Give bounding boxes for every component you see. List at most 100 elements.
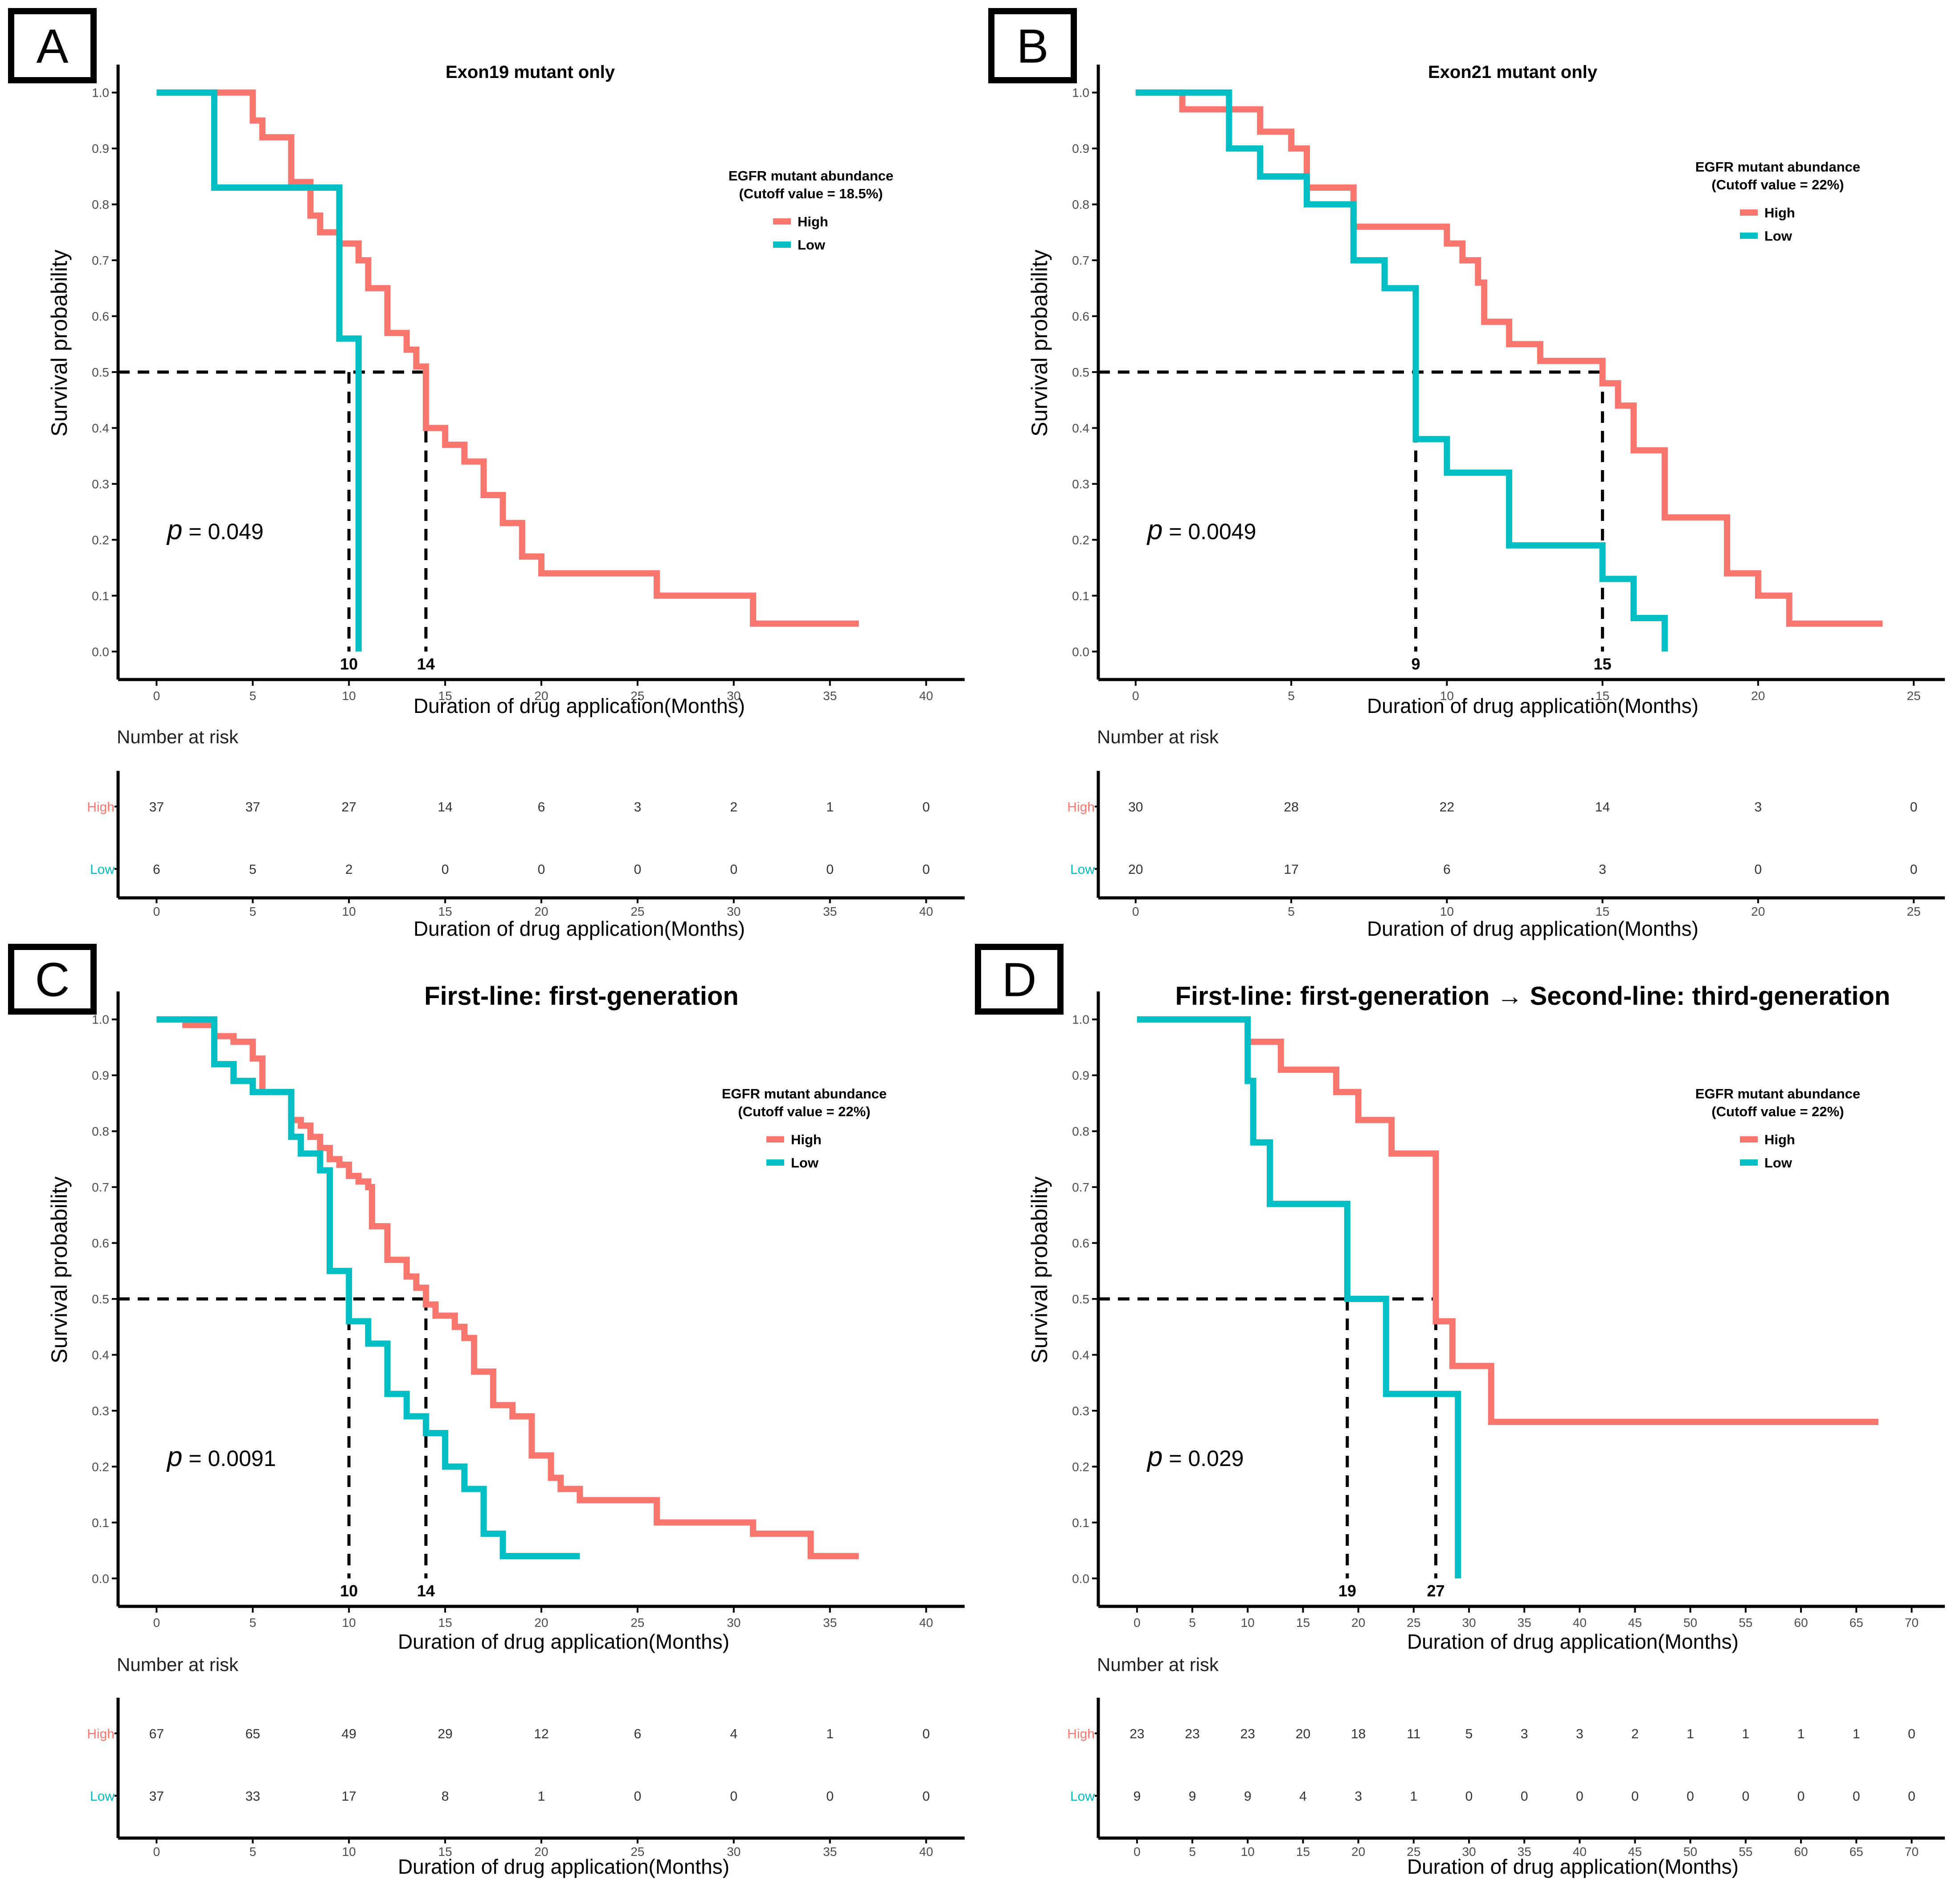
risk-table-x-axis-label: Duration of drug application(Months)	[1407, 1855, 1739, 1878]
p-value-number: = 0.029	[1162, 1446, 1244, 1471]
x-axis-label: Duration of drug application(Months)	[398, 1630, 729, 1653]
risk-value: 65	[246, 1727, 260, 1741]
risk-value: 0	[1742, 1789, 1750, 1804]
risk-value: 37	[149, 1789, 164, 1804]
x-tick-label: 65	[1850, 1616, 1863, 1630]
p-value-symbol: p	[166, 1442, 182, 1472]
risk-x-tick-label: 15	[1296, 1845, 1310, 1859]
risk-value: 3	[1354, 1789, 1362, 1804]
x-tick-label: 25	[1407, 1616, 1420, 1630]
risk-x-tick-label: 40	[919, 1845, 933, 1859]
chart-title: Exon19 mutant only	[446, 62, 615, 82]
risk-value: 17	[341, 1789, 356, 1804]
median-label: 10	[340, 655, 358, 673]
legend-label-low: Low	[798, 237, 826, 253]
survival-curve-low	[156, 1016, 580, 1560]
y-axis-label: Survival probability	[1027, 250, 1052, 437]
risk-x-tick-label: 25	[630, 1845, 644, 1859]
risk-value: 0	[1908, 1727, 1915, 1741]
risk-value: 0	[442, 862, 449, 877]
risk-table-title: Number at risk	[1097, 1654, 1219, 1675]
y-tick-label: 0.8	[92, 1125, 109, 1138]
risk-value: 0	[634, 1789, 642, 1804]
panel-label: B	[1016, 19, 1048, 73]
legend-title: EGFR mutant abundance	[722, 1086, 887, 1102]
y-tick-label: 0.5	[92, 1292, 109, 1306]
risk-value: 1	[1410, 1789, 1417, 1804]
risk-value: 17	[1284, 862, 1298, 877]
risk-x-tick-label: 55	[1739, 1845, 1752, 1859]
risk-value: 20	[1296, 1727, 1310, 1741]
x-tick-label: 0	[1133, 1616, 1141, 1630]
risk-x-tick-label: 0	[1132, 905, 1139, 918]
risk-value: 3	[634, 800, 642, 815]
p-value: p = 0.0091	[166, 1442, 276, 1472]
risk-value: 0	[538, 862, 545, 877]
risk-value: 0	[1908, 1789, 1915, 1804]
y-tick-label: 0.2	[1072, 1460, 1089, 1474]
y-tick-label: 0.6	[1072, 1237, 1089, 1250]
risk-value: 23	[1240, 1727, 1255, 1741]
risk-x-tick-label: 25	[1407, 1845, 1420, 1859]
y-tick-label: 0.2	[92, 1460, 109, 1474]
legend-subtitle: (Cutoff value = 18.5%)	[739, 186, 883, 201]
risk-value: 37	[149, 800, 164, 815]
median-label: 14	[417, 1581, 435, 1600]
survival-curve-low	[1137, 1016, 1461, 1579]
risk-x-tick-label: 5	[249, 1845, 256, 1859]
x-tick-label: 40	[919, 689, 933, 703]
y-tick-label: 0.4	[1072, 421, 1089, 435]
risk-x-tick-label: 25	[1907, 905, 1921, 918]
panel-label-box	[975, 944, 1064, 1015]
p-value-number: = 0.0091	[182, 1446, 276, 1471]
risk-x-tick-label: 15	[1596, 905, 1609, 918]
legend-label-low: Low	[1764, 1155, 1792, 1171]
x-tick-label: 0	[153, 689, 160, 703]
risk-table-title: Number at risk	[117, 726, 239, 747]
risk-x-tick-label: 10	[1440, 905, 1454, 918]
legend-subtitle: (Cutoff value = 22%)	[1711, 1104, 1844, 1119]
risk-value: 18	[1351, 1727, 1366, 1741]
y-tick-label: 0.7	[1072, 1180, 1089, 1194]
legend-label-high: High	[1764, 205, 1795, 221]
risk-value: 5	[1465, 1727, 1473, 1741]
panel-d: D First-line: first-generation → Second-l…	[975, 944, 1945, 1878]
risk-x-tick-label: 5	[1288, 905, 1295, 918]
y-tick-label: 0.9	[1072, 142, 1089, 156]
risk-value: 6	[1443, 862, 1451, 877]
chart-title: First-line: first-generation → Second-li…	[1175, 982, 1890, 1011]
risk-value: 27	[341, 800, 356, 815]
risk-value: 0	[1853, 1789, 1860, 1804]
y-tick-label: 0.4	[92, 1348, 109, 1362]
p-value-symbol: p	[166, 515, 182, 545]
y-tick-label: 0.3	[1072, 477, 1089, 491]
risk-value: 6	[634, 1727, 642, 1741]
risk-row-label-high: High	[87, 1727, 115, 1741]
y-tick-label: 0.7	[1072, 254, 1089, 267]
risk-x-tick-label: 65	[1850, 1845, 1863, 1859]
legend-label-high: High	[798, 214, 828, 229]
risk-x-tick-label: 0	[153, 905, 160, 918]
y-tick-label: 0.7	[92, 254, 109, 267]
legend-label-high: High	[791, 1132, 822, 1147]
y-tick-label: 0.6	[1072, 310, 1089, 324]
x-tick-label: 10	[342, 689, 356, 703]
panel-c: C First-line: first-generation 0.0 0.1 0.2 0.…	[8, 944, 965, 1878]
p-value: p = 0.029	[1146, 1442, 1244, 1472]
risk-value: 1	[826, 800, 834, 815]
risk-value: 0	[826, 1789, 834, 1804]
risk-value: 28	[1284, 800, 1298, 815]
x-tick-label: 15	[438, 689, 452, 703]
legend-label-high: High	[1764, 1132, 1795, 1147]
risk-value: 1	[538, 1789, 545, 1804]
risk-value: 0	[1465, 1789, 1473, 1804]
risk-x-tick-label: 30	[727, 1845, 741, 1859]
x-tick-label: 70	[1905, 1616, 1919, 1630]
risk-value: 1	[1742, 1727, 1750, 1741]
x-tick-label: 5	[249, 1616, 256, 1630]
y-tick-label: 0.3	[92, 1404, 109, 1418]
risk-value: 0	[1576, 1789, 1584, 1804]
risk-x-tick-label: 35	[823, 905, 837, 918]
p-value-symbol: p	[1146, 515, 1162, 545]
